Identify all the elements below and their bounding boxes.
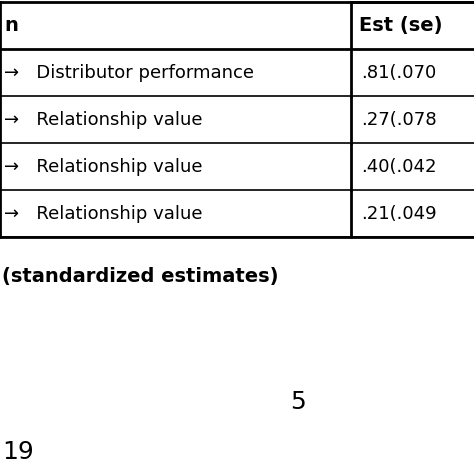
Text: .40(.042: .40(.042	[361, 157, 436, 175]
Text: →   Distributor performance: → Distributor performance	[4, 64, 254, 82]
Text: .21(.049: .21(.049	[361, 204, 437, 222]
Text: .81(.070: .81(.070	[361, 64, 436, 82]
Text: →   Relationship value: → Relationship value	[4, 110, 202, 128]
Text: .27(.078: .27(.078	[361, 110, 437, 128]
Text: Est (se): Est (se)	[359, 16, 442, 35]
Text: (standardized estimates): (standardized estimates)	[2, 267, 279, 286]
Text: n: n	[4, 16, 18, 35]
Text: 5: 5	[290, 390, 306, 414]
Text: →   Relationship value: → Relationship value	[4, 204, 202, 222]
Text: 19: 19	[2, 440, 34, 464]
Text: →   Relationship value: → Relationship value	[4, 157, 202, 175]
